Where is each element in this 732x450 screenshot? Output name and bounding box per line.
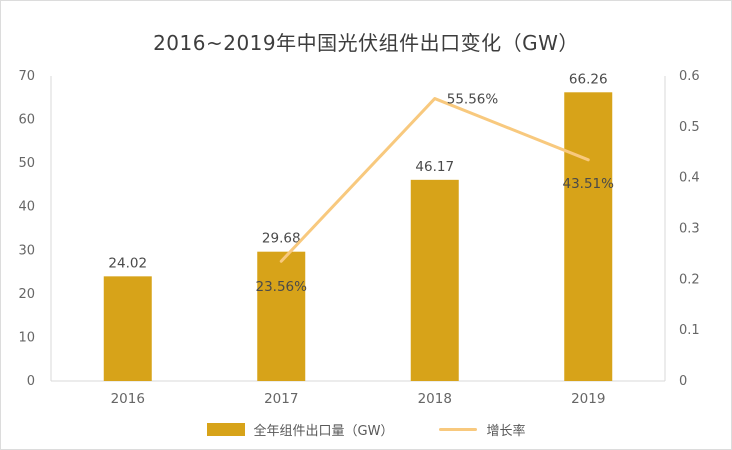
left-axis-tick-label: 10 (18, 330, 35, 345)
bar-value-label-2017: 29.68 (262, 231, 301, 247)
x-axis-label-2016: 2016 (111, 391, 145, 407)
left-axis-tick-label: 30 (18, 243, 35, 258)
legend-item-growth-rate: 增长率 (439, 420, 525, 439)
line-value-label-2018: 55.56% (447, 92, 499, 108)
bar-value-label-2019: 66.26 (569, 71, 608, 87)
left-axis-tick-label: 20 (18, 287, 35, 302)
bar-value-label-2016: 24.02 (108, 255, 147, 271)
legend-label-growth-rate: 增长率 (486, 424, 526, 439)
right-axis-tick-label: 0.6 (679, 69, 700, 84)
left-axis-tick-label: 0 (27, 374, 35, 389)
legend: 全年组件出口量（GW） 增长率 (1, 420, 731, 439)
right-axis-tick-label: 0.1 (679, 323, 700, 338)
bar-2018 (410, 179, 459, 381)
bar-2017 (257, 251, 306, 381)
right-axis-tick-label: 0.4 (679, 171, 700, 186)
right-axis-tick-label: 0.3 (679, 222, 700, 237)
x-axis-label-2017: 2017 (264, 391, 298, 407)
chart-title: 2016~2019年中国光伏组件出口变化（GW） (153, 31, 579, 55)
line-value-label-2019: 43.51% (563, 176, 615, 192)
bar-2016 (103, 276, 152, 381)
left-axis-tick-label: 60 (18, 113, 35, 128)
x-axis-label-2018: 2018 (418, 391, 452, 407)
left-axis-tick-label: 50 (18, 156, 35, 171)
bar-value-label-2018: 46.17 (415, 159, 454, 175)
left-axis-tick-label: 70 (18, 69, 35, 84)
line-swatch-icon (439, 428, 478, 431)
bar-swatch-icon (206, 423, 245, 436)
bar-2019 (564, 92, 613, 381)
right-axis-tick-label: 0.2 (679, 272, 700, 287)
left-axis-tick-label: 40 (18, 200, 35, 215)
x-axis-label-2019: 2019 (571, 391, 605, 407)
growth-rate-line (279, 97, 590, 263)
legend-item-export-volume: 全年组件出口量（GW） (206, 420, 394, 439)
legend-label-export-volume: 全年组件出口量（GW） (253, 424, 394, 439)
line-value-label-2017: 23.56% (256, 279, 308, 295)
right-axis-tick-label: 0 (679, 374, 687, 389)
right-axis-tick-label: 0.5 (679, 120, 700, 135)
